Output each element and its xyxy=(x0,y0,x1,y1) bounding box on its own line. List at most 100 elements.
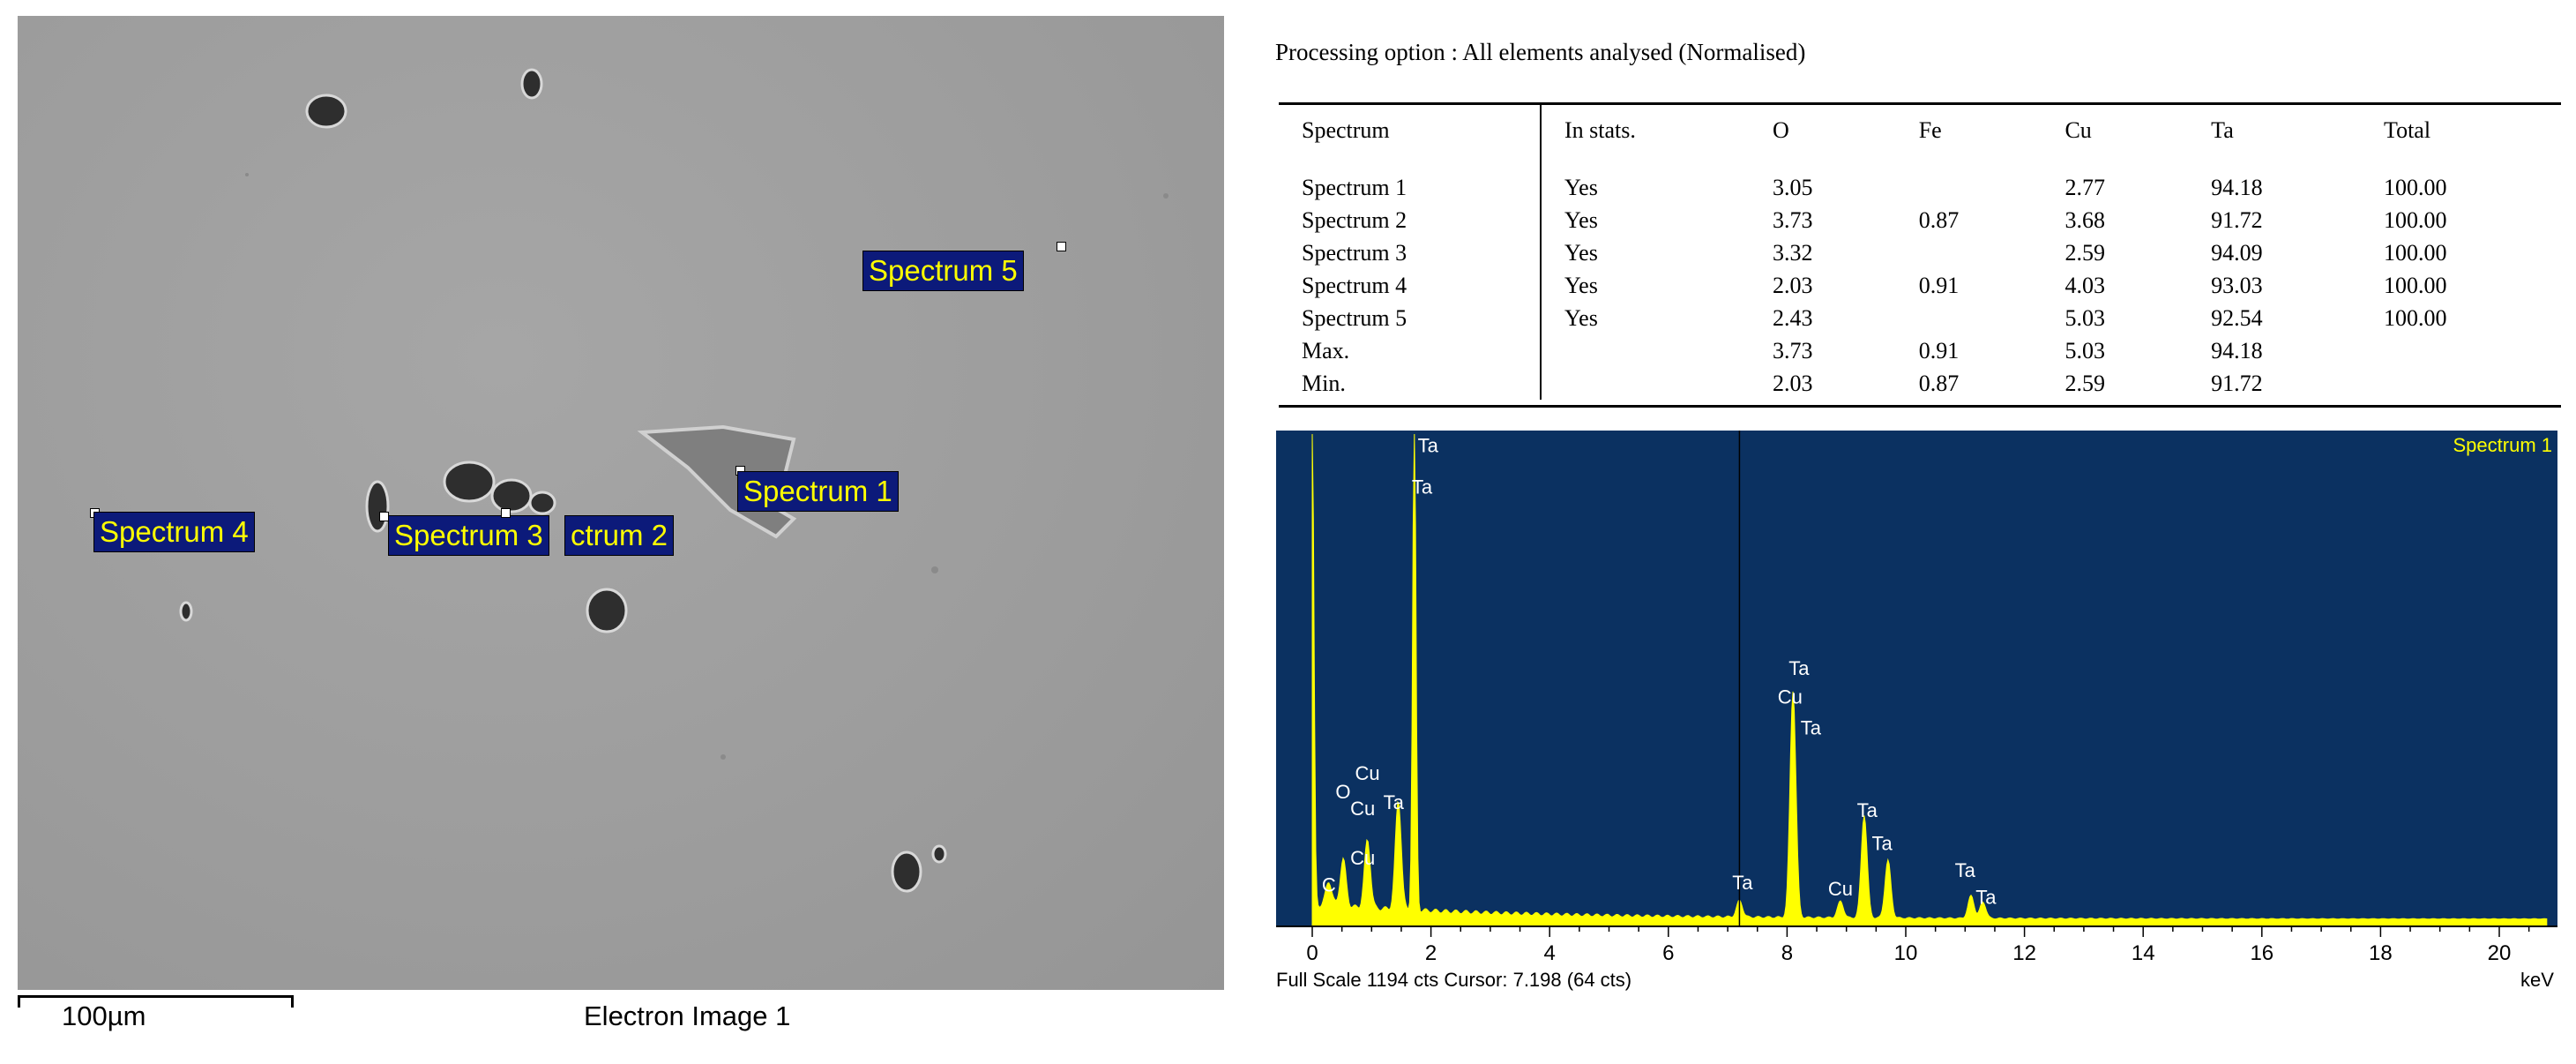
plot-background xyxy=(1276,431,2557,926)
spectrum-2-label[interactable]: ctrum 2 xyxy=(564,515,675,556)
peak-label: Ta xyxy=(1732,872,1753,894)
x-axis-unit: keV xyxy=(2520,969,2554,991)
cell-total: 100.00 xyxy=(2384,207,2447,233)
defect xyxy=(245,173,249,176)
cell-ta: 94.18 xyxy=(2211,175,2263,200)
x-tick-label: 4 xyxy=(1544,941,1556,965)
cell-o: 2.43 xyxy=(1773,305,1813,331)
cell-ta: 94.18 xyxy=(2211,338,2263,363)
header-o: O xyxy=(1773,116,1789,143)
legend-series-name: Spectrum 1 xyxy=(2453,434,2553,456)
cell-cu: 4.03 xyxy=(2065,273,2105,298)
cell-o: 3.05 xyxy=(1773,175,1813,200)
defect xyxy=(365,480,390,533)
cell-ta: 92.54 xyxy=(2211,305,2263,331)
spacer-cell xyxy=(2042,155,2188,171)
cell-ta: 91.72 xyxy=(2211,207,2263,233)
peak-label: Cu xyxy=(1350,847,1375,869)
cell-spectrum: Min. xyxy=(1302,371,1346,396)
cell-fe: 0.87 xyxy=(1918,371,1960,396)
table-row: Max. 3.73 0.91 5.03 94.18 xyxy=(1279,334,2560,367)
cell-cu: 2.77 xyxy=(2065,175,2105,200)
x-tick-label: 14 xyxy=(2132,941,2155,965)
cell-total xyxy=(2361,367,2560,400)
cell-o: 2.03 xyxy=(1773,371,1813,396)
cell-spectrum: Max. xyxy=(1302,338,1350,363)
x-tick-label: 6 xyxy=(1662,941,1674,965)
table-row: Spectrum 3 Yes 3.32 2.59 94.09 100.00 xyxy=(1279,236,2560,269)
cell-o: 2.03 xyxy=(1773,273,1813,298)
table-top-rule xyxy=(1279,102,2561,105)
peak-label: Ta xyxy=(1412,476,1433,498)
spectrum-3-label[interactable]: Spectrum 3 xyxy=(388,515,549,556)
cell-o: 3.73 xyxy=(1773,338,1813,363)
x-tick-label: 0 xyxy=(1306,941,1318,965)
peak-label: Ta xyxy=(1857,799,1878,821)
peak-label: Ta xyxy=(1871,833,1893,855)
table-row: Spectrum 4 Yes 2.03 0.91 4.03 93.03 100.00 xyxy=(1279,269,2560,302)
table-row: Min. 2.03 0.87 2.59 91.72 xyxy=(1279,367,2560,400)
header-in-stats: In stats. xyxy=(1540,104,1750,155)
cell-spectrum: Spectrum 3 xyxy=(1302,240,1407,266)
electron-image: Spectrum 5 Spectrum 1 Spectrum 4 ctrum 2… xyxy=(18,16,1224,990)
peak-label: Ta xyxy=(1955,859,1976,881)
peak-label: Cu xyxy=(1350,798,1375,820)
cell-spectrum: Spectrum 2 xyxy=(1302,207,1407,233)
cell-cu: 5.03 xyxy=(2065,305,2105,331)
header-spectrum: Spectrum xyxy=(1302,116,1390,143)
cell-fe: 0.87 xyxy=(1918,207,1960,233)
peak-label: Ta xyxy=(1384,791,1405,813)
cell-in-stats: Yes xyxy=(1540,269,1750,302)
cell-cu: 5.03 xyxy=(2065,338,2105,363)
x-tick-label: 20 xyxy=(2488,941,2512,965)
cell-ta: 93.03 xyxy=(2211,273,2263,298)
cell-cu: 3.68 xyxy=(2065,207,2105,233)
cell-cu: 2.59 xyxy=(2065,371,2105,396)
defect xyxy=(490,478,533,513)
defect xyxy=(931,566,938,573)
cell-o: 3.73 xyxy=(1773,207,1813,233)
spectrum-5-label[interactable]: Spectrum 5 xyxy=(862,251,1024,291)
defect xyxy=(305,94,347,129)
table-spacer xyxy=(1279,155,2560,171)
table-row: Spectrum 5 Yes 2.43 5.03 92.54 100.00 xyxy=(1279,302,2560,334)
cell-total: 100.00 xyxy=(2384,305,2447,331)
cell-fe xyxy=(1896,302,2042,334)
spectrum-trace xyxy=(1311,433,2548,927)
x-tick-label: 10 xyxy=(1894,941,1918,965)
spacer-cell xyxy=(1896,155,2042,171)
spectrum-1-label[interactable]: Spectrum 1 xyxy=(737,471,899,512)
spectrum-panel: Ta Ta C O Cu Cu Cu Ta Ta Ta Cu Ta Cu Ta Ta Ta Ta Spectrum… xyxy=(1273,427,2561,990)
cell-in-stats: Yes xyxy=(1540,236,1750,269)
x-tick-label: 16 xyxy=(2250,941,2274,965)
processing-option: Processing option : All elements analyse… xyxy=(1275,39,1806,65)
spectrum-footer: Full Scale 1194 cts Cursor: 7.198 (64 ct… xyxy=(1276,969,1632,991)
spectrum-2-marker xyxy=(501,508,511,518)
cell-total xyxy=(2361,334,2560,367)
spectrum-5-marker xyxy=(1057,242,1066,251)
defect xyxy=(586,588,628,633)
spectrum-4-label[interactable]: Spectrum 4 xyxy=(93,512,255,552)
table-row: Spectrum 2 Yes 3.73 0.87 3.68 91.72 100.00 xyxy=(1279,204,2560,236)
cell-ta: 91.72 xyxy=(2211,371,2263,396)
cell-ta: 94.09 xyxy=(2211,240,2263,266)
table-header-row: Spectrum In stats. O Fe Cu Ta Total xyxy=(1279,104,2560,155)
cell-total: 100.00 xyxy=(2384,175,2447,200)
results-table: Spectrum In stats. O Fe Cu Ta Total Spec… xyxy=(1279,104,2561,400)
defect xyxy=(891,850,922,893)
peak-label: Ta xyxy=(1801,717,1822,739)
header-total: Total xyxy=(2384,116,2431,143)
header-fe: Fe xyxy=(1918,116,1942,143)
cell-fe: 0.91 xyxy=(1918,338,1960,363)
spectrum-chart[interactable]: TaTaCOCuCuCuTaTaTaCuTaCuTaTaTaTaSpectrum… xyxy=(1273,427,2561,969)
spacer-cell xyxy=(1750,155,1896,171)
cell-in-stats xyxy=(1540,334,1750,367)
cell-fe xyxy=(1896,236,2042,269)
defect xyxy=(179,601,193,622)
cell-in-stats xyxy=(1540,367,1750,400)
header-ta: Ta xyxy=(2211,116,2234,143)
peak-label: Ta xyxy=(1418,435,1439,457)
defect xyxy=(528,491,556,515)
cell-total: 100.00 xyxy=(2384,240,2447,266)
defect xyxy=(721,754,726,760)
